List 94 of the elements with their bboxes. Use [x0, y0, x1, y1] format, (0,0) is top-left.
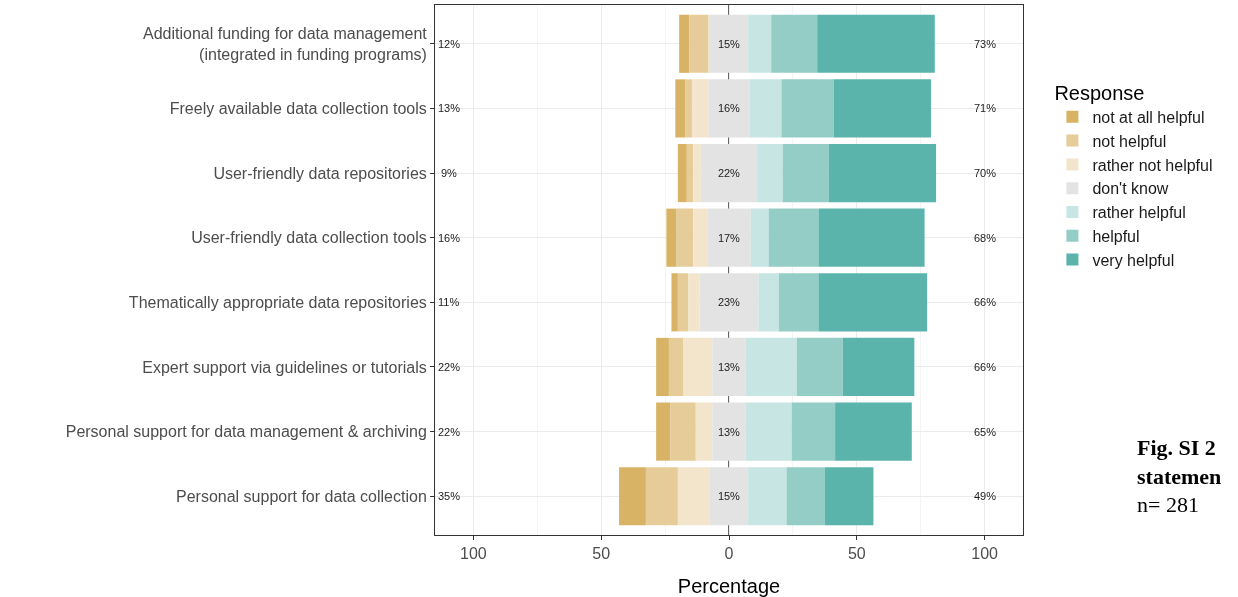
bar: [771, 14, 818, 73]
bar: [778, 273, 819, 332]
y-tick-label: Freely available data collection tools: [169, 100, 427, 118]
annotation: 12%: [438, 38, 461, 50]
bar: [675, 79, 686, 138]
y-tick-label: User-friendly data collection tools: [191, 229, 427, 247]
bar: [619, 467, 646, 526]
y-tick-label: Thematically appropriate data repositories: [128, 293, 427, 311]
bar: [748, 14, 772, 73]
annotation: 13%: [438, 102, 461, 114]
legend-label: don't know: [1092, 180, 1169, 198]
legend-label: not helpful: [1092, 132, 1167, 150]
legend-label: very helpful: [1092, 251, 1175, 269]
bar: [750, 208, 769, 267]
bar: [828, 143, 937, 203]
bar: [686, 143, 694, 203]
bar: [685, 79, 692, 138]
annotation: 9%: [441, 167, 458, 179]
bar: [749, 79, 782, 138]
bar: [682, 337, 713, 397]
bar: [676, 208, 694, 267]
annotation: 65%: [974, 426, 997, 438]
bar: [671, 273, 678, 332]
bar: [677, 143, 687, 203]
bar: [668, 337, 683, 397]
y-tick-label: Personal support for data collection: [175, 487, 427, 505]
bar: [691, 79, 709, 138]
bar: [656, 337, 669, 397]
bar: [833, 79, 931, 138]
bar: [835, 402, 912, 461]
data-label: 23%: [717, 296, 741, 309]
bar: [745, 337, 797, 397]
annotation: 71%: [974, 102, 997, 114]
bar: [786, 467, 825, 526]
legend-label: rather not helpful: [1092, 156, 1213, 174]
bar: [695, 402, 713, 461]
bar: [689, 14, 709, 73]
data-label: 16%: [717, 102, 741, 115]
x-tick-label: 50: [847, 545, 866, 563]
data-label: 15%: [717, 37, 741, 50]
bar: [758, 273, 779, 332]
data-label: 17%: [717, 231, 741, 244]
bar: [768, 208, 819, 267]
bar: [745, 402, 792, 461]
bar: [842, 337, 915, 397]
bar: [679, 14, 690, 73]
x-tick-label: 0: [724, 545, 734, 563]
bar: [781, 79, 834, 138]
bar: [666, 208, 677, 267]
bar: [791, 402, 836, 461]
bar: [688, 273, 700, 332]
bar: [656, 402, 671, 461]
annotation: 66%: [974, 361, 997, 373]
y-tick-label: Expert support via guidelines or tutorials: [142, 358, 427, 376]
bar: [757, 143, 783, 203]
annotation: 68%: [974, 232, 997, 244]
data-label: 15%: [717, 490, 741, 503]
data-label: 22%: [717, 167, 741, 180]
bar: [693, 143, 701, 203]
bar: [818, 273, 928, 332]
bar: [693, 208, 708, 267]
x-axis-title: Percentage: [677, 575, 781, 597]
legend-label: not at all helpful: [1092, 109, 1205, 127]
annotation: 35%: [438, 490, 461, 502]
annotation: 22%: [438, 361, 461, 373]
bar: [670, 402, 696, 461]
bar: [645, 467, 678, 526]
annotation: 49%: [974, 490, 997, 502]
bar: [817, 14, 935, 73]
data-label: 13%: [717, 360, 741, 373]
y-tick-label: User-friendly data repositories: [213, 164, 427, 182]
data-label: 13%: [717, 425, 741, 438]
annotation: 70%: [974, 167, 997, 179]
annotation: 66%: [974, 296, 997, 308]
y-tick-label: Additional funding for data management (integrated in funding programs): [143, 24, 428, 63]
bar: [677, 273, 689, 332]
bar: [782, 143, 829, 203]
legend-title: Response: [1054, 81, 1145, 104]
x-tick-label: 100: [971, 545, 999, 563]
legend-label: rather helpful: [1092, 204, 1186, 222]
legend-label: helpful: [1092, 228, 1140, 246]
text: Fig. SI 2 statemen n= 281: [1137, 435, 1222, 518]
x-tick-label: 50: [592, 545, 611, 563]
annotation: 11%: [438, 296, 460, 308]
x-tick-label: 100: [460, 545, 487, 563]
annotation: 73%: [974, 38, 997, 50]
bar: [677, 467, 710, 526]
bar: [796, 337, 843, 397]
annotation: 22%: [438, 426, 461, 438]
bar: [818, 208, 925, 267]
annotation: 16%: [438, 232, 461, 244]
bar: [748, 467, 787, 526]
bar: [824, 467, 874, 526]
y-tick-label: Personal support for data management & archiving: [65, 423, 427, 441]
